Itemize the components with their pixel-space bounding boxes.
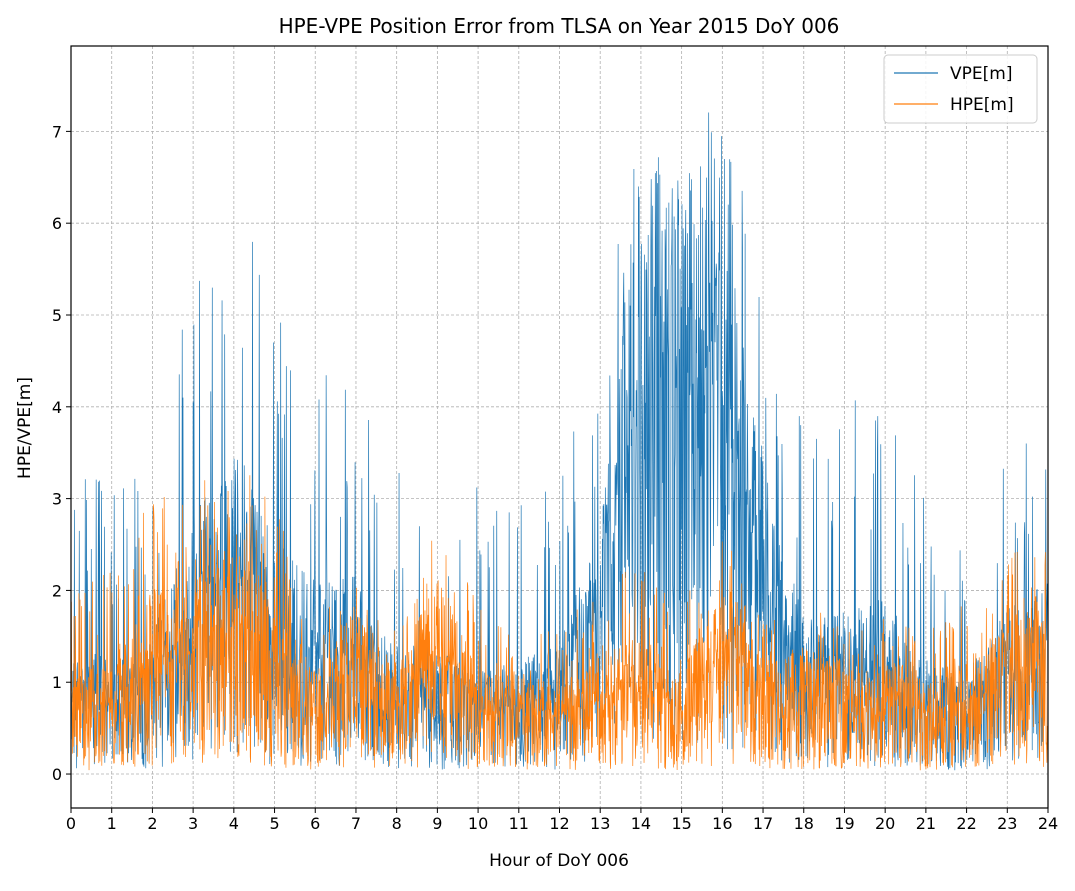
legend-label-hpe: HPE[m] bbox=[950, 95, 1014, 115]
x-tick-label: 13 bbox=[590, 814, 610, 833]
y-tick-label: 6 bbox=[52, 214, 62, 233]
series-layer bbox=[71, 112, 1048, 771]
x-tick-label: 24 bbox=[1038, 814, 1058, 833]
legend-label-vpe: VPE[m] bbox=[950, 64, 1012, 84]
y-tick-label: 1 bbox=[52, 673, 62, 692]
x-tick-label: 16 bbox=[712, 814, 732, 833]
x-tick-label: 17 bbox=[753, 814, 773, 833]
x-tick-label: 5 bbox=[269, 814, 279, 833]
x-tick-label: 2 bbox=[147, 814, 157, 833]
x-tick-label: 4 bbox=[229, 814, 239, 833]
x-tick-label: 19 bbox=[834, 814, 854, 833]
x-tick-label: 23 bbox=[997, 814, 1017, 833]
x-tick-label: 8 bbox=[392, 814, 402, 833]
legend-box bbox=[883, 54, 1038, 124]
y-tick-label: 3 bbox=[52, 490, 62, 509]
x-tick-label: 15 bbox=[671, 814, 691, 833]
y-tick-label: 7 bbox=[52, 122, 62, 141]
series-line-hpe bbox=[71, 475, 1048, 771]
x-tick-label: 22 bbox=[956, 814, 976, 833]
x-tick-label: 21 bbox=[916, 814, 936, 833]
legend: VPE[m] HPE[m] bbox=[883, 54, 1038, 124]
x-tick-label: 12 bbox=[549, 814, 569, 833]
x-tick-label: 3 bbox=[188, 814, 198, 833]
y-tick-label: 0 bbox=[52, 765, 62, 784]
axes-layer: 0 1 2 3 4 5 6 7 8 9 10 11 12 13 14 15 16 17 18 19 20 21 22 23 24… bbox=[52, 45, 1058, 833]
x-tick-label: 6 bbox=[310, 814, 320, 833]
x-tick-label: 1 bbox=[107, 814, 117, 833]
plot-frame bbox=[70, 45, 1049, 809]
x-tick-label: 9 bbox=[432, 814, 442, 833]
chart-title: HPE-VPE Position Error from TLSA on Year… bbox=[279, 14, 840, 38]
y-tick-label: 2 bbox=[52, 581, 62, 600]
x-tick-label: 14 bbox=[631, 814, 651, 833]
x-tick-label: 7 bbox=[351, 814, 361, 833]
x-tick-label: 20 bbox=[875, 814, 895, 833]
x-tick-label: 10 bbox=[468, 814, 488, 833]
x-tick-label: 0 bbox=[66, 814, 76, 833]
y-tick-label: 4 bbox=[52, 398, 62, 417]
y-tick-label: 5 bbox=[52, 306, 62, 325]
x-axis-label: Hour of DoY 006 bbox=[489, 851, 629, 871]
x-tick-label: 18 bbox=[794, 814, 814, 833]
x-tick-label: 11 bbox=[509, 814, 529, 833]
y-axis-label: HPE/VPE[m] bbox=[15, 377, 35, 479]
